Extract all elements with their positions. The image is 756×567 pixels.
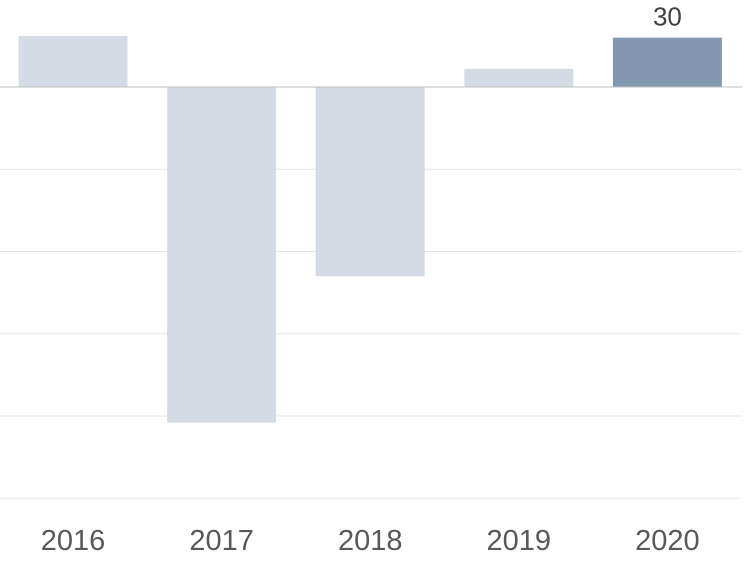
bars: [18, 36, 722, 423]
bar-2019: [464, 68, 574, 87]
x-tick-label-2019: 2019: [487, 525, 552, 557]
x-tick-label-2016: 2016: [41, 525, 106, 557]
bar-2016: [18, 36, 128, 87]
bar-2017: [167, 87, 277, 423]
data-labels: 30: [653, 2, 682, 32]
data-label-2020: 30: [653, 2, 682, 32]
gridlines: [0, 168, 742, 499]
x-tick-label-2018: 2018: [338, 525, 403, 557]
x-tick-label-2020: 2020: [635, 525, 700, 557]
category-labels: 2016 2017 2018 2019 2020: [41, 525, 700, 557]
x-tick-label-2017: 2017: [189, 525, 254, 557]
bar-2020: [612, 37, 722, 87]
bar-2018: [315, 87, 425, 277]
